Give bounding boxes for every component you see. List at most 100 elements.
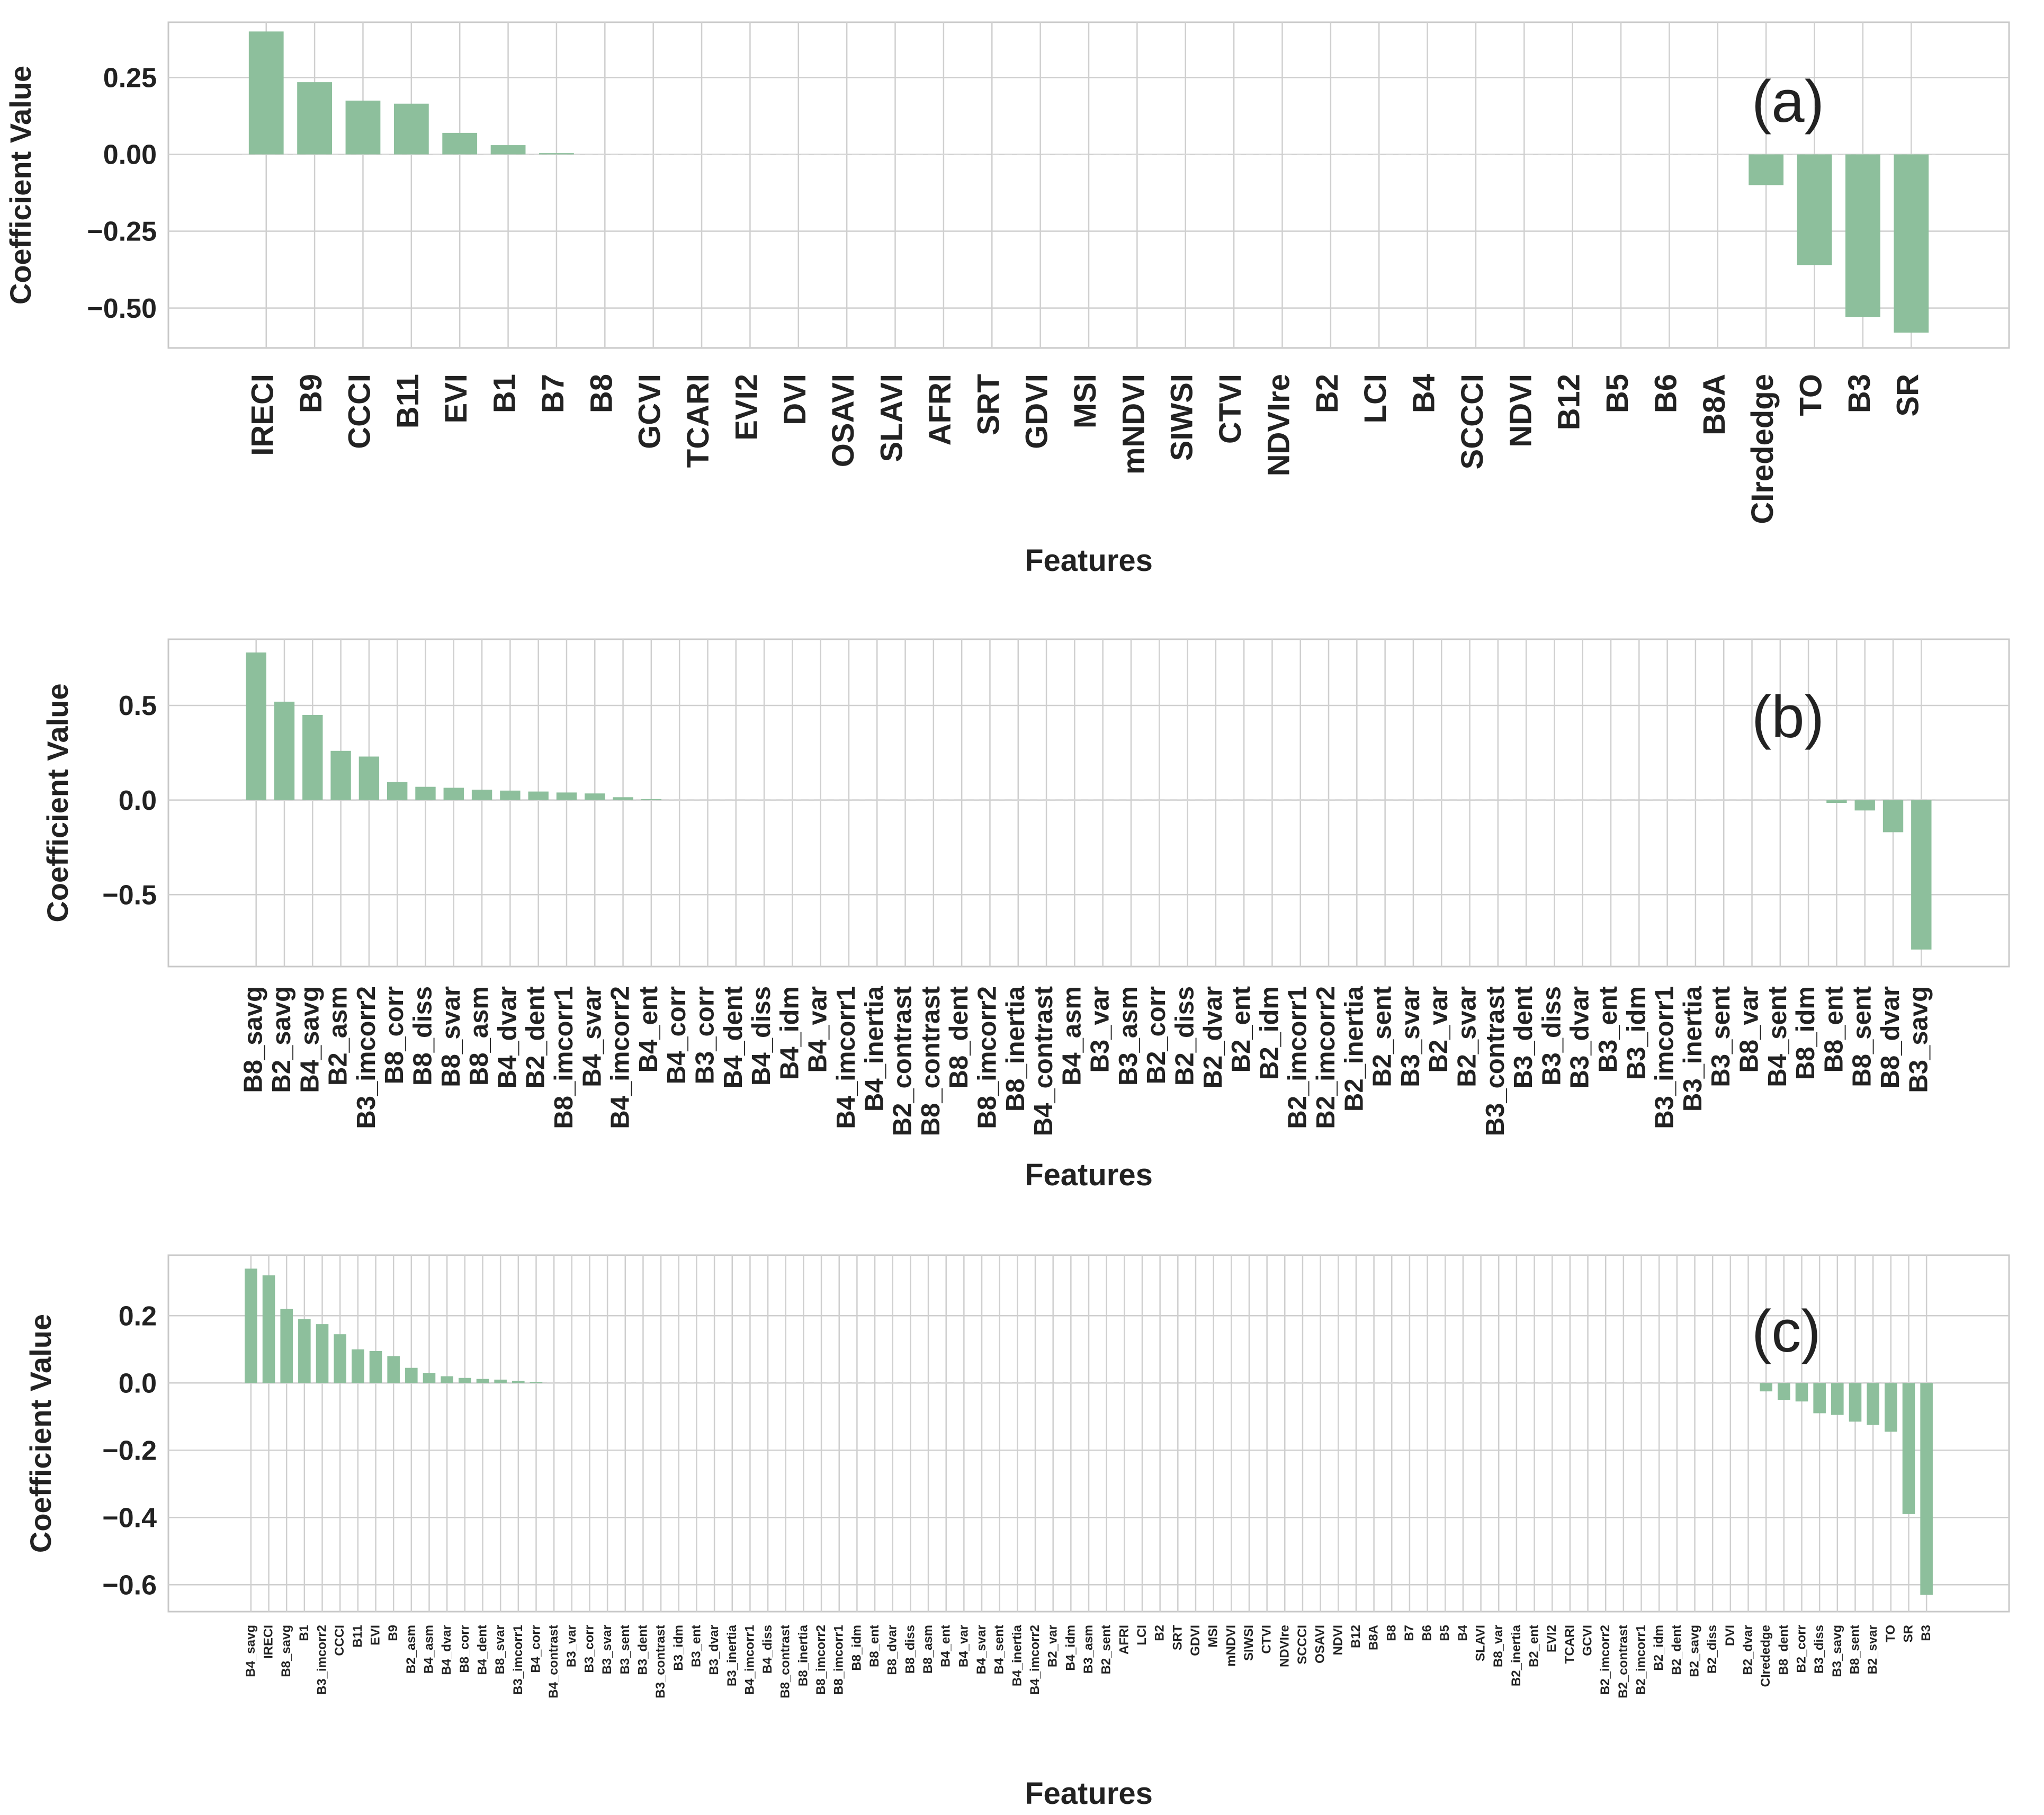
y-axis-label: Coefficient Value (24, 1314, 57, 1553)
x-tick-label: SRT (1170, 1625, 1185, 1650)
x-tick-label: TO (1884, 1625, 1898, 1642)
x-tick-label: GCVI (1581, 1625, 1595, 1656)
x-tick-label: B3_contrast (653, 1625, 668, 1698)
x-tick-label: B1 (297, 1625, 311, 1641)
x-tick-label: SIWSI (1242, 1625, 1256, 1661)
x-tick-label: B4_dvar (440, 1625, 454, 1675)
panel-label: (b) (1752, 684, 1824, 750)
bar (1920, 1383, 1933, 1595)
x-tick-label: B3_var (564, 1625, 579, 1667)
bar (274, 701, 295, 800)
x-tick-label: MSI (1068, 374, 1102, 428)
x-tick-label: B4_idm (1063, 1625, 1078, 1671)
x-tick-label: B3_sent (618, 1625, 632, 1674)
x-tick-label: B3_imcorr2 (315, 1625, 329, 1695)
y-tick-label: 0.5 (119, 691, 157, 721)
x-tick-label: B4_asm (1057, 986, 1086, 1086)
bar (1813, 1383, 1826, 1414)
x-tick-label: B2_svar (1453, 986, 1482, 1087)
x-tick-label: B2_idm (1652, 1625, 1666, 1671)
bar (302, 714, 323, 800)
x-tick-label: B8_dvar (885, 1625, 900, 1675)
bar (248, 31, 284, 155)
x-axis-label: Features (1025, 543, 1153, 578)
x-tick-label: B8_asm (921, 1625, 935, 1674)
x-tick-label: DVI (1723, 1625, 1737, 1646)
x-tick-label: NDVI (1503, 374, 1538, 448)
x-tick-label: B3_savg (1830, 1625, 1844, 1677)
x-tick-label: B8A (1697, 374, 1732, 435)
panel-label: (c) (1752, 1298, 1821, 1364)
x-tick-label: B5 (1438, 1625, 1452, 1641)
y-tick-label: −0.25 (87, 217, 157, 247)
x-tick-label: B4_inertia (1010, 1624, 1024, 1686)
x-tick-label: B8_diss (903, 1625, 917, 1674)
bar (423, 1373, 436, 1383)
x-tick-label: B4_ent (939, 1625, 953, 1667)
bar (1894, 154, 1929, 333)
bar (1797, 154, 1832, 265)
x-tick-label: B3_ent (689, 1625, 703, 1667)
bar (459, 1378, 471, 1383)
x-tick-label: mNDVI (1116, 374, 1151, 475)
x-tick-label: B2 (1310, 374, 1344, 413)
x-tick-label: B4_imcorr1 (832, 986, 860, 1129)
x-tick-label: B2_dent (522, 986, 550, 1088)
bar (490, 145, 526, 155)
bar (528, 791, 549, 800)
x-tick-label: B4_svar (578, 986, 606, 1087)
x-tick-label: mNDVI (1224, 1625, 1238, 1667)
x-tick-label: EVI2 (1545, 1625, 1559, 1652)
x-tick-label: SLAVI (1474, 1625, 1488, 1661)
x-tick-label: B3_var (1086, 986, 1115, 1072)
bar (494, 1379, 507, 1383)
x-tick-label: B2_contrast (1616, 1625, 1630, 1698)
x-tick-label: B8_idm (849, 1625, 864, 1671)
bar (641, 799, 662, 800)
y-tick-label: 0.00 (103, 140, 157, 171)
x-tick-label: B8_corr (380, 986, 409, 1084)
x-tick-label: B8_diss (408, 986, 437, 1086)
x-tick-label: B3_contrast (1481, 986, 1510, 1136)
bar (334, 1334, 346, 1383)
x-tick-label: CIrededge (1745, 374, 1780, 524)
x-tick-label: NDVI (1331, 1625, 1345, 1655)
x-tick-label: B2_idm (1255, 986, 1284, 1080)
x-tick-label: LCI (1135, 1625, 1149, 1646)
x-tick-label: B6 (1420, 1625, 1435, 1641)
x-tick-label: B3_idm (671, 1625, 686, 1671)
x-tick-label: B2_imcorr1 (1634, 1625, 1648, 1695)
x-tick-label: B2_dvar (1741, 1625, 1755, 1675)
x-tick-label: B12 (1349, 1625, 1363, 1648)
bar (1867, 1383, 1879, 1425)
x-tick-label: MSI (1206, 1625, 1221, 1648)
x-tick-label: B6 (1648, 374, 1683, 413)
x-tick-label: B8A (1367, 1625, 1381, 1650)
x-tick-label: B4_contrast (1029, 986, 1058, 1136)
x-tick-label: TCARI (1563, 1625, 1577, 1664)
x-tick-label: B4_dvar (493, 986, 522, 1088)
x-tick-label: B3_ent (1594, 986, 1622, 1072)
chart-panel-2: 0.50.0−0.5B8_savg B2_savg B4_savg B2_asm B3_… (41, 638, 2010, 1192)
x-tick-label: IRECI (262, 1625, 276, 1659)
bar (1849, 1383, 1862, 1422)
bar (358, 756, 380, 800)
plot-frame (167, 638, 2010, 968)
x-tick-label: B2_contrast (889, 986, 917, 1136)
bar (387, 1356, 400, 1383)
x-tick-label: NDVIre (1277, 1625, 1292, 1667)
x-tick-label: B2_sent (1368, 986, 1397, 1087)
bar (297, 82, 332, 155)
x-tick-label: B2_asm (324, 986, 353, 1086)
x-tick-label: B8 (584, 374, 618, 413)
x-tick-label: B3_imcorr1 (1651, 986, 1679, 1129)
x-tick-label: B7 (1402, 1625, 1417, 1641)
x-tick-label: B2_dvar (1199, 986, 1227, 1088)
bar (1902, 1383, 1915, 1514)
x-tick-label: B8_dent (945, 986, 973, 1088)
x-tick-label: B3 (1842, 374, 1877, 413)
x-tick-label: B2_inertia (1509, 1624, 1523, 1686)
bar (613, 797, 633, 800)
x-tick-label: SCCCI (1295, 1625, 1310, 1665)
